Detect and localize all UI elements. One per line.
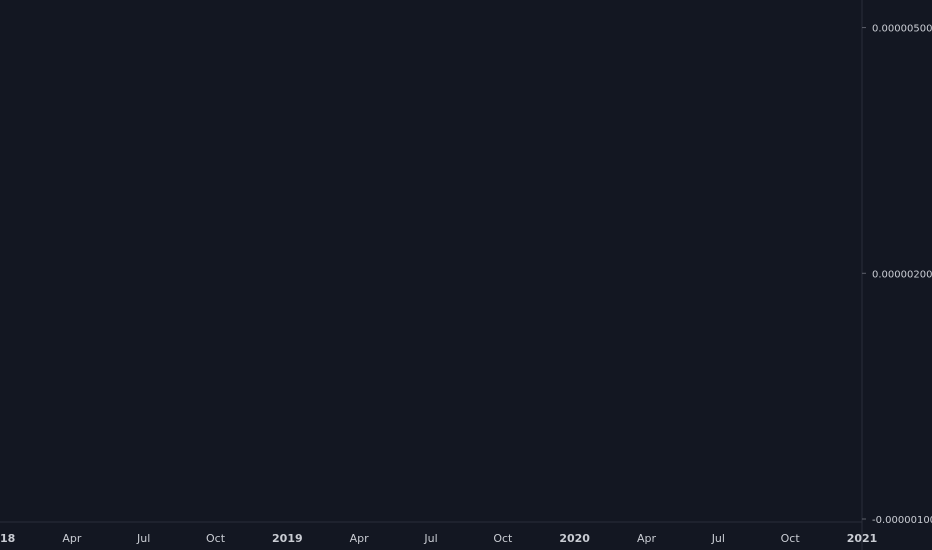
x-tick-label: 2019 xyxy=(272,532,303,545)
x-tick-label: Jul xyxy=(423,532,437,545)
x-tick-label: Jul xyxy=(711,532,725,545)
x-tick-label: Oct xyxy=(206,532,226,545)
x-tick-label: Jul xyxy=(136,532,150,545)
y-tick-label: 0.00000500 xyxy=(872,24,932,35)
x-tick-label: Oct xyxy=(493,532,513,545)
y-tick-label: -0.00000100 xyxy=(872,515,932,526)
x-tick-label: Apr xyxy=(637,532,657,545)
x-tick-label: 2018 xyxy=(0,532,15,545)
y-tick-label: 0.00000200 xyxy=(872,269,932,280)
x-tick-label: Oct xyxy=(781,532,801,545)
x-tick-label: Apr xyxy=(62,532,82,545)
x-tick-label: 2021 xyxy=(847,532,878,545)
x-tick-label: 2020 xyxy=(559,532,590,545)
x-tick-label: Apr xyxy=(350,532,370,545)
